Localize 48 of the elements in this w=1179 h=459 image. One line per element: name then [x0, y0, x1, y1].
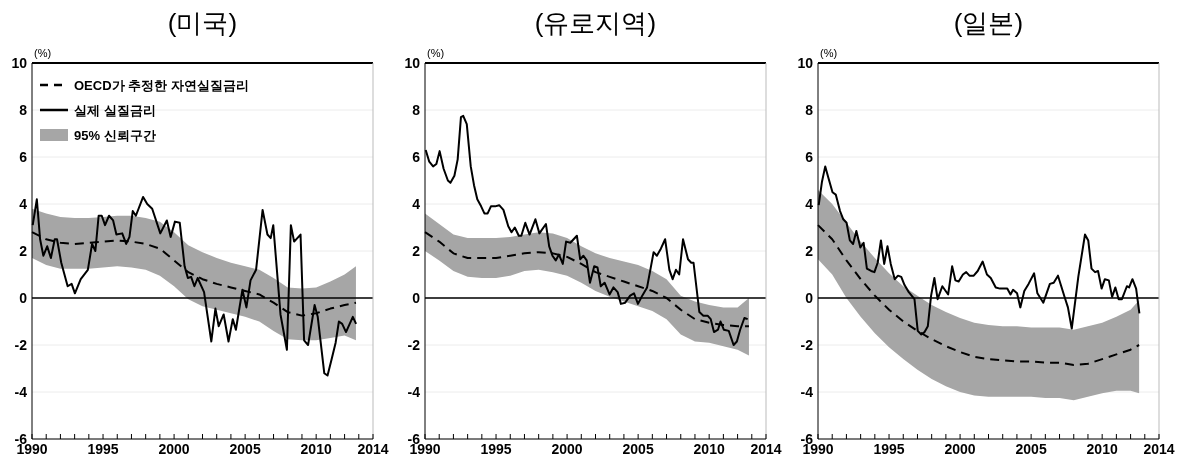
x-tick-label: 1995	[480, 441, 512, 457]
x-tick-label: 1995	[873, 441, 905, 457]
chart-title: (유로지역)	[534, 8, 657, 38]
y-tick-label: 8	[412, 102, 421, 118]
y-tick-label: 2	[412, 243, 421, 259]
y-tick-label: 4	[19, 196, 28, 212]
y-tick-label: 0	[805, 290, 814, 306]
y-tick-label: -4	[407, 384, 421, 400]
y-tick-label: -2	[14, 337, 28, 353]
y-tick-label: -2	[407, 337, 421, 353]
y-tick-label: 2	[19, 243, 28, 259]
x-tick-label: 2010	[300, 441, 332, 457]
y-tick-label: 10	[797, 55, 814, 71]
x-tick-label: 2000	[551, 441, 583, 457]
x-tick-label: 2014	[750, 441, 782, 457]
y-tick-label: -4	[14, 384, 28, 400]
y-axis-title: (%)	[34, 47, 52, 59]
y-tick-label: -4	[800, 384, 814, 400]
y-axis-title: (%)	[820, 47, 838, 59]
x-tick-label: 1995	[87, 441, 119, 457]
chart-title: (일본)	[953, 8, 1024, 38]
y-tick-label: 0	[19, 290, 28, 306]
legend-label: OECD가 추정한 자연실질금리	[74, 78, 249, 93]
y-tick-label: 10	[11, 55, 28, 71]
annotation: 95% 신뢰구간	[74, 128, 156, 143]
x-tick-label: 2010	[1086, 441, 1118, 457]
x-tick-label: 2010	[693, 441, 725, 457]
x-tick-label: 2005	[622, 441, 654, 457]
x-tick-label: 2005	[229, 441, 261, 457]
y-tick-label: 4	[412, 196, 421, 212]
x-tick-label: 2014	[357, 441, 389, 457]
chart-title: (미국)	[167, 8, 238, 38]
x-tick-label: 2005	[1015, 441, 1047, 457]
x-tick-label: 2000	[944, 441, 976, 457]
y-tick-label: 0	[412, 290, 421, 306]
y-tick-label: 8	[19, 102, 28, 118]
y-tick-label: 6	[412, 149, 421, 165]
y-axis-title: (%)	[427, 47, 445, 59]
legend-label: 실제 실질금리	[74, 103, 156, 118]
y-tick-label: 4	[805, 196, 814, 212]
y-tick-label: 6	[19, 149, 28, 165]
y-tick-label: 10	[404, 55, 421, 71]
x-tick-label: 2014	[1143, 441, 1175, 457]
y-tick-label: 2	[805, 243, 814, 259]
x-tick-label: 2000	[158, 441, 190, 457]
y-tick-label: -2	[800, 337, 814, 353]
y-tick-label: 6	[805, 149, 814, 165]
y-tick-label: 8	[805, 102, 814, 118]
